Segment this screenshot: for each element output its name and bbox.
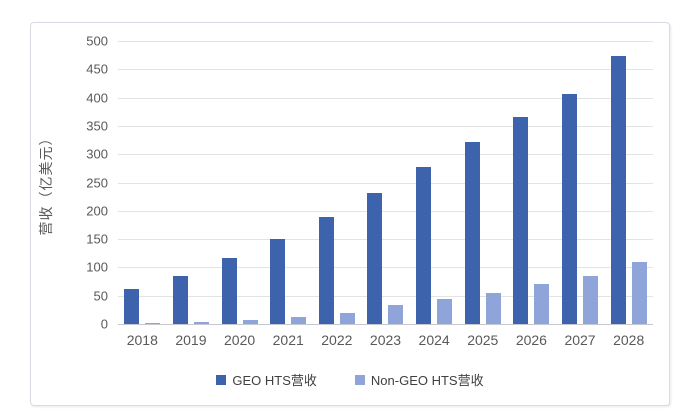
bar-group-2019 xyxy=(167,41,216,324)
y-tick-label-150: 150 xyxy=(86,231,108,247)
x-tick-label-2028: 2028 xyxy=(613,332,645,348)
x-tick-label-2019: 2019 xyxy=(175,332,207,348)
x-tick-label-2025: 2025 xyxy=(467,332,499,348)
bar-Non-GEO HTS营收-2024 xyxy=(437,299,453,324)
y-tick-label-0: 0 xyxy=(100,316,108,332)
bar-GEO HTS营收-2021 xyxy=(270,239,286,324)
bar-GEO HTS营收-2027 xyxy=(562,94,578,324)
bar-group-2024 xyxy=(410,41,459,324)
bar-Non-GEO HTS营收-2020 xyxy=(242,320,258,324)
gridline-50 xyxy=(118,295,653,297)
bar-group-2025 xyxy=(458,41,507,324)
bar-GEO HTS营收-2018 xyxy=(124,288,140,324)
bar-GEO HTS营收-2019 xyxy=(172,275,188,324)
bar-Non-GEO HTS营收-2027 xyxy=(583,276,599,324)
bar-GEO HTS营收-2025 xyxy=(464,142,480,324)
bar-group-2021 xyxy=(264,41,313,324)
y-tick-label-300: 300 xyxy=(86,146,108,162)
x-tick-label-2021: 2021 xyxy=(272,332,304,348)
gridline-400 xyxy=(118,97,653,99)
chart-frame: 营收（亿美元） 0 50 100 150 200 250 300 350 400 450 500 20… xyxy=(30,22,670,406)
gridline-450 xyxy=(118,69,653,71)
x-axis-line xyxy=(118,324,653,325)
bar-group-2028 xyxy=(604,41,653,324)
y-tick-label-250: 250 xyxy=(86,175,108,190)
bar-group-2022 xyxy=(313,41,362,324)
bar-Non-GEO HTS营收-2019 xyxy=(193,322,209,324)
legend-item-GEO HTS营收: GEO HTS营收 xyxy=(216,370,317,389)
x-tick-label-2024: 2024 xyxy=(418,332,450,348)
bar-GEO HTS营收-2028 xyxy=(610,55,626,324)
x-tick-label-2022: 2022 xyxy=(321,332,353,348)
chart-legend: GEO HTS营收 Non-GEO HTS营收 xyxy=(31,370,669,389)
gridline-300 xyxy=(118,154,653,156)
x-tick-label-2026: 2026 xyxy=(515,332,547,348)
bar-GEO HTS营收-2024 xyxy=(416,166,432,324)
bar-Non-GEO HTS营收-2023 xyxy=(388,305,404,324)
gridline-500 xyxy=(118,41,653,42)
bar-GEO HTS营收-2023 xyxy=(367,192,383,324)
bar-group-2023 xyxy=(361,41,410,324)
bar-GEO HTS营收-2026 xyxy=(513,117,529,324)
bar-Non-GEO HTS营收-2018 xyxy=(145,322,161,324)
plot-area: 0 50 100 150 200 250 300 350 400 450 500 2018 2019 20… xyxy=(86,35,653,347)
x-tick-label-2018: 2018 xyxy=(126,332,158,348)
x-tick-label-2023: 2023 xyxy=(369,332,402,348)
legend-label: Non-GEO HTS营收 xyxy=(370,373,484,388)
y-tick-label-100: 100 xyxy=(86,259,108,275)
legend-label: GEO HTS营收 xyxy=(232,373,317,388)
legend-swatch-icon xyxy=(216,374,227,385)
y-tick-label-450: 450 xyxy=(86,61,108,77)
x-tick-label-2027: 2027 xyxy=(564,332,596,348)
legend-item-Non-GEO HTS营收: Non-GEO HTS营收 xyxy=(354,370,484,389)
gridline-100 xyxy=(118,267,653,269)
bar-group-2020 xyxy=(215,41,264,324)
y-tick-label-350: 350 xyxy=(86,118,108,134)
bar-Non-GEO HTS营收-2021 xyxy=(291,316,307,324)
gridline-200 xyxy=(118,210,653,212)
y-tick-label-500: 500 xyxy=(86,33,108,49)
y-tick-label-50: 50 xyxy=(93,288,108,304)
bar-Non-GEO HTS营收-2022 xyxy=(339,313,355,324)
legend-swatch-icon xyxy=(354,374,365,385)
bar-GEO HTS营收-2020 xyxy=(221,258,237,324)
gridline-350 xyxy=(118,125,653,127)
gridline-150 xyxy=(118,239,653,241)
bar-Non-GEO HTS营收-2026 xyxy=(534,284,550,324)
x-tick-label-2020: 2020 xyxy=(224,332,256,348)
gridline-250 xyxy=(118,182,653,184)
y-tick-label-200: 200 xyxy=(86,203,108,219)
y-tick-label-400: 400 xyxy=(86,90,108,106)
bar-Non-GEO HTS营收-2025 xyxy=(485,292,501,324)
bar-group-2018 xyxy=(118,41,167,324)
bar-Non-GEO HTS营收-2028 xyxy=(631,261,647,324)
bar-group-2026 xyxy=(507,41,556,324)
y-axis-title: 营收（亿美元） xyxy=(38,130,54,236)
bar-GEO HTS营收-2022 xyxy=(318,217,334,324)
bar-group-2027 xyxy=(556,41,605,324)
